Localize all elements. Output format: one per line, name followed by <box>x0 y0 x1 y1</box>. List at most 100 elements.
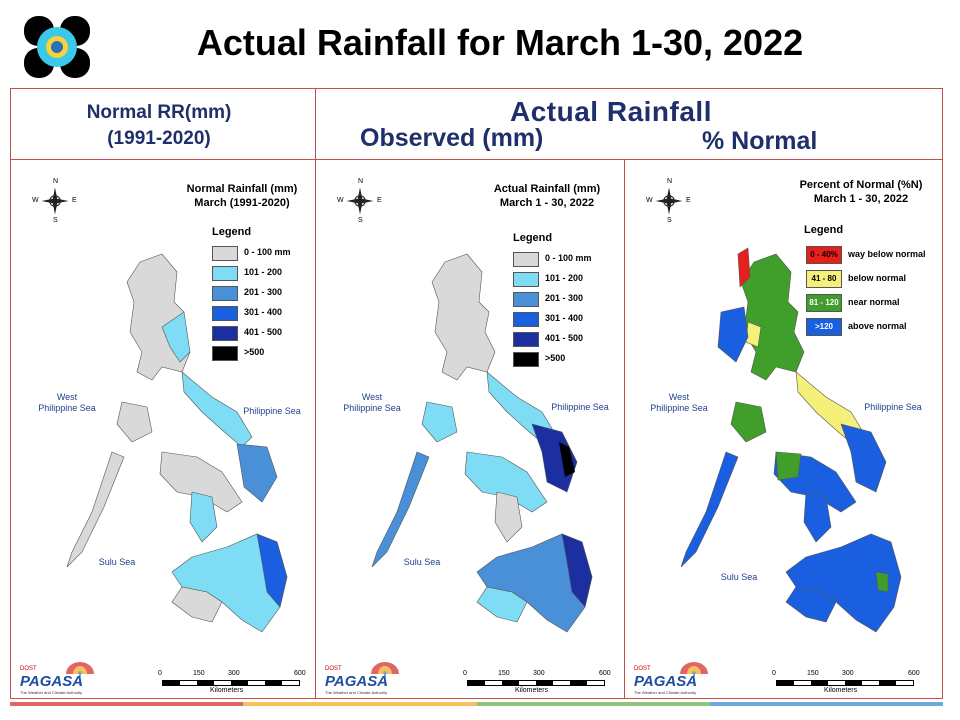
sea-label-east: Philippine Sea <box>864 402 922 412</box>
legend-swatch: 41 - 80 <box>806 270 842 288</box>
legend-label: 0 - 100 mm <box>244 247 291 257</box>
mindanao-west <box>476 586 528 623</box>
samar-east-coast <box>559 442 575 477</box>
legend-label: 101 - 200 <box>545 273 584 283</box>
normal-rr-label: Normal RR(mm) <box>86 102 232 123</box>
luzon-region <box>431 253 496 381</box>
percent-map-title-line1: Percent of Normal (%N) <box>799 179 923 191</box>
legend-label: >500 <box>244 347 265 357</box>
legend-swatch <box>513 272 539 287</box>
scale-tick-label: 0 <box>772 670 776 677</box>
legend-swatch <box>212 326 238 341</box>
scale-bar: 0 150 300 600 Kilometers <box>463 670 611 696</box>
pagasa-tagline-text: The Weather and Climate Authority <box>20 690 83 695</box>
scale-tick-label: 600 <box>294 670 306 677</box>
compass-n-label: N <box>53 178 59 185</box>
mindoro-island <box>421 401 458 443</box>
normal-period-label: (1991-2020) <box>107 128 211 149</box>
sea-label-sulu: Sulu Sea <box>98 557 136 567</box>
luzon-north-west <box>737 247 751 288</box>
bottom-accent-bar <box>10 702 244 706</box>
scale-tick-label: 600 <box>908 670 920 677</box>
mindoro-island <box>116 401 153 443</box>
legend-swatch <box>212 306 238 321</box>
legend-swatch <box>513 292 539 307</box>
sea-label-west-line2: Philippine Sea <box>343 403 401 413</box>
palawan-island <box>371 451 430 568</box>
scale-tick-label: 300 <box>228 670 240 677</box>
luzon-east-coast <box>161 311 191 363</box>
compass-e-label: E <box>377 197 382 204</box>
normal-rainfall-map <box>66 253 288 633</box>
scale-tick-label: 300 <box>842 670 854 677</box>
actual-rainfall-heading: Actual Rainfall <box>510 96 712 127</box>
scale-bar-graphic <box>162 680 300 686</box>
mindanao-east <box>561 533 593 608</box>
sea-label-east: Philippine Sea <box>243 406 301 416</box>
compass-e-label: E <box>72 197 77 204</box>
legend-label: 401 - 500 <box>244 327 283 337</box>
palawan-island <box>66 451 125 568</box>
pagasa-name-text: PAGASA <box>325 673 389 690</box>
percent-legend-title: Legend <box>804 224 844 236</box>
pagasa-dost-text: DOST <box>634 666 651 672</box>
mindanao-green-patch <box>875 571 889 593</box>
percent-normal-map <box>680 247 902 633</box>
compass-w-label: W <box>646 197 653 204</box>
legend-swatch <box>212 286 238 301</box>
scale-unit-label: Kilometers <box>824 687 858 694</box>
scale-bar: 0 150 300 600 Kilometers <box>158 670 306 696</box>
actual-legend-title: Legend <box>513 232 553 244</box>
sea-label-west-line2: Philippine Sea <box>650 403 708 413</box>
normal-map-title-line2: March (1991-2020) <box>194 197 290 209</box>
compass-e-label: E <box>686 197 691 204</box>
compass-icon <box>654 186 684 216</box>
palawan-island <box>680 451 739 568</box>
pagasa-tagline-text: The Weather and Climate Authority <box>634 690 697 695</box>
legend-swatch <box>513 312 539 327</box>
sea-label-west-line1: West <box>668 392 690 402</box>
compass-n-label: N <box>358 178 364 185</box>
sea-label-west-line1: West <box>56 392 78 402</box>
pagasa-name-text: PAGASA <box>634 673 698 690</box>
scale-tick-label: 600 <box>599 670 611 677</box>
legend-swatch <box>513 352 539 367</box>
scale-unit-label: Kilometers <box>210 687 244 694</box>
legend-label: >500 <box>545 353 566 363</box>
legend-label: above normal <box>848 321 907 331</box>
percent-map-title-line2: March 1 - 30, 2022 <box>813 193 909 205</box>
mindoro-island <box>730 401 767 443</box>
legend-swatch: 81 - 120 <box>806 294 842 312</box>
sea-label-west-line2: Philippine Sea <box>38 403 96 413</box>
actual-map-title-line1: Actual Rainfall (mm) <box>493 183 601 195</box>
sea-label-west: West Philippine Sea <box>337 392 407 414</box>
normal-rr-heading: Normal RR(mm) (1991-2020) <box>14 100 304 152</box>
sea-label-west: West Philippine Sea <box>644 392 714 414</box>
panay-island <box>775 451 802 481</box>
negros-island <box>803 491 832 543</box>
visayas-region <box>464 451 548 513</box>
normal-map-title: Normal Rainfall (mm) March (1991-2020) <box>172 182 312 210</box>
normal-map-title-line1: Normal Rainfall (mm) <box>186 183 298 195</box>
actual-map-title-line2: March 1 - 30, 2022 <box>499 197 595 209</box>
pagasa-name-text: PAGASA <box>20 673 84 690</box>
bottom-accent-bar <box>476 702 710 706</box>
mindanao-east <box>256 533 288 608</box>
pagasa-tagline-text: The Weather and Climate Authority <box>325 690 388 695</box>
legend-label: 301 - 400 <box>244 307 283 317</box>
legend-label: 201 - 300 <box>545 293 584 303</box>
scale-bar-graphic <box>776 680 914 686</box>
compass-s-label: S <box>358 217 363 224</box>
bottom-accent-bar <box>709 702 943 706</box>
pagasa-emblem-icon <box>66 662 94 686</box>
legend-label: 301 - 400 <box>545 313 584 323</box>
actual-rainfall-map <box>371 253 593 633</box>
percent-normal-heading: % Normal <box>702 127 818 155</box>
scale-bar: 0 150 300 600 Kilometers <box>772 670 920 696</box>
pagasa-logo: DOST PAGASA The Weather and Climate Author… <box>16 660 106 698</box>
compass-s-label: S <box>667 217 672 224</box>
legend-label: near normal <box>848 297 900 307</box>
legend-label: 201 - 300 <box>244 287 283 297</box>
compass-icon <box>345 186 375 216</box>
compass-w-label: W <box>32 197 39 204</box>
